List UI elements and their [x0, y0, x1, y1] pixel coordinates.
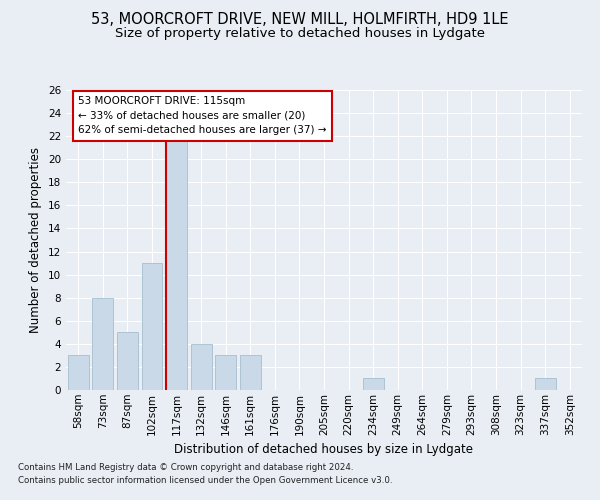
Text: Size of property relative to detached houses in Lydgate: Size of property relative to detached ho…	[115, 28, 485, 40]
Bar	[362, 378, 383, 390]
Bar	[535, 378, 556, 390]
Bar	[92, 298, 113, 390]
Y-axis label: Number of detached properties: Number of detached properties	[29, 147, 43, 333]
Bar	[166, 136, 187, 390]
Text: 53 MOORCROFT DRIVE: 115sqm
← 33% of detached houses are smaller (20)
62% of semi: 53 MOORCROFT DRIVE: 115sqm ← 33% of deta…	[78, 96, 327, 136]
Text: 53, MOORCROFT DRIVE, NEW MILL, HOLMFIRTH, HD9 1LE: 53, MOORCROFT DRIVE, NEW MILL, HOLMFIRTH…	[91, 12, 509, 28]
Bar	[68, 356, 89, 390]
Bar	[117, 332, 138, 390]
Text: Contains HM Land Registry data © Crown copyright and database right 2024.: Contains HM Land Registry data © Crown c…	[18, 464, 353, 472]
Bar	[142, 263, 163, 390]
Text: Contains public sector information licensed under the Open Government Licence v3: Contains public sector information licen…	[18, 476, 392, 485]
Bar	[191, 344, 212, 390]
Bar	[215, 356, 236, 390]
Bar	[240, 356, 261, 390]
X-axis label: Distribution of detached houses by size in Lydgate: Distribution of detached houses by size …	[175, 443, 473, 456]
